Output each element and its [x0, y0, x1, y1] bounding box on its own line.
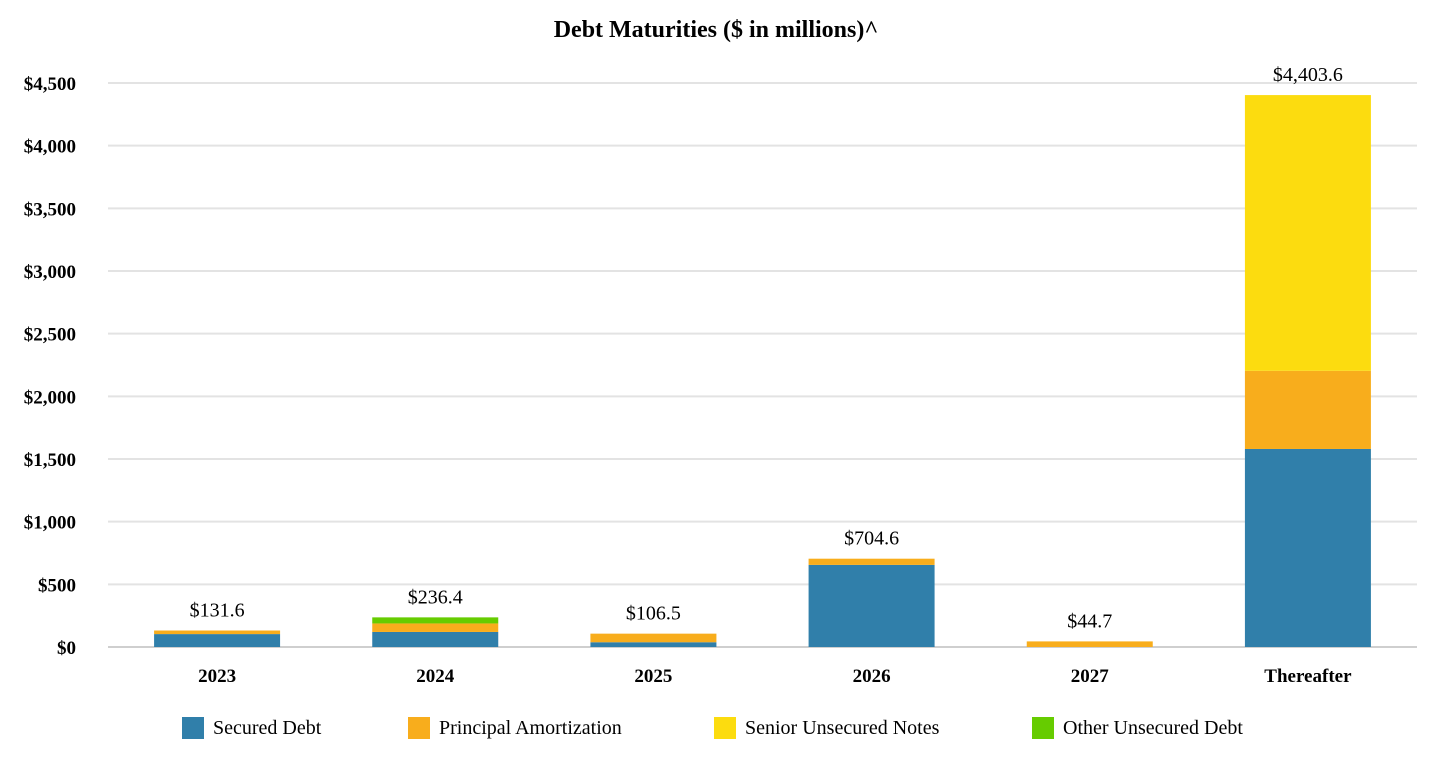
gridlines — [108, 82, 1417, 648]
total-label: $704.6 — [844, 528, 899, 550]
total-labels: $131.6 $236.4 $106.5 $704.6 $44.7 $4,403.6 — [190, 64, 1343, 632]
debt-maturities-chart: Debt Maturities ($ in millions)^ $0$500$… — [24, 17, 1417, 687]
y-tick-label: $3,000 — [24, 262, 76, 283]
legend-swatch — [408, 717, 430, 739]
y-tick-label: $1,500 — [24, 450, 76, 471]
x-tick-label: 2023 — [198, 666, 236, 687]
x-tick-label: 2026 — [853, 666, 891, 687]
y-tick-label: $2,000 — [24, 387, 76, 408]
bar-segment — [372, 631, 499, 647]
legend-item: Secured Debt — [182, 714, 321, 742]
total-label: $106.5 — [626, 603, 681, 625]
legend-label: Principal Amortization — [439, 716, 622, 739]
y-tick-label: $500 — [38, 575, 76, 596]
x-tick-label: 2024 — [416, 666, 455, 687]
legend-swatch — [714, 717, 736, 739]
legend-swatch — [1032, 717, 1054, 739]
x-tick-label: 2025 — [634, 666, 672, 687]
legend-swatch — [182, 717, 204, 739]
bar-segment — [808, 558, 935, 565]
x-axis: 2023 2024 2025 2026 2027 Thereafter — [198, 666, 1352, 687]
total-label: $131.6 — [190, 600, 245, 622]
bar-segment — [1244, 448, 1371, 647]
legend-label: Senior Unsecured Notes — [745, 716, 940, 739]
total-label: $236.4 — [408, 586, 463, 608]
bars — [154, 95, 1371, 647]
bar-segment — [590, 642, 717, 647]
y-tick-label: $0 — [57, 638, 76, 659]
chart-title: Debt Maturities ($ in millions)^ — [554, 17, 879, 43]
y-tick-label: $3,500 — [24, 199, 76, 220]
x-tick-label: 2027 — [1071, 666, 1110, 687]
y-tick-label: $4,500 — [24, 74, 76, 95]
bar-segment — [372, 617, 499, 624]
total-label: $44.7 — [1067, 610, 1112, 632]
bar-segment — [372, 623, 499, 632]
bar-segment — [1244, 95, 1371, 371]
legend-label: Other Unsecured Debt — [1063, 716, 1243, 739]
legend-item: Principal Amortization — [408, 714, 622, 742]
legend-item: Other Unsecured Debt — [1032, 714, 1243, 742]
legend: Secured Debt Principal Amortization Senior… — [0, 714, 1436, 742]
y-tick-label: $2,500 — [24, 325, 76, 346]
legend-item: Senior Unsecured Notes — [714, 714, 939, 742]
total-label: $4,403.6 — [1273, 64, 1343, 86]
y-tick-label: $4,000 — [24, 137, 76, 158]
bar-segment — [154, 630, 281, 635]
bar-segment — [1026, 641, 1153, 647]
y-tick-label: $1,000 — [24, 513, 76, 534]
bar-segment — [590, 633, 717, 643]
bar-segment — [1244, 370, 1371, 449]
x-tick-label: Thereafter — [1264, 666, 1352, 687]
y-axis: $0 $500 $1,000 $1,500 $2,000 $2,500 $3,000 $3,5… — [24, 74, 76, 659]
legend-label: Secured Debt — [213, 716, 322, 739]
bar-segment — [154, 634, 281, 647]
bar-segment — [808, 564, 935, 647]
